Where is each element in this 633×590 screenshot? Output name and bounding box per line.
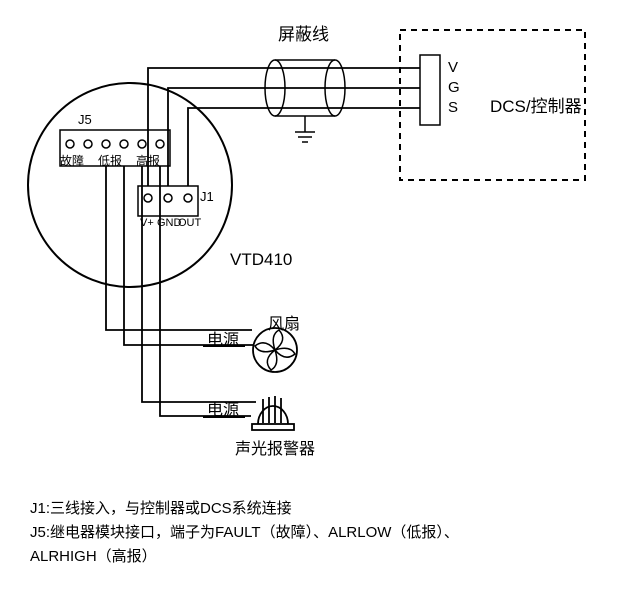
dcs-pin-s: S (448, 99, 458, 116)
fan-label: 风扇 (268, 310, 300, 334)
j5-fault: 故障 (60, 152, 84, 169)
j1-label: J1 (200, 189, 214, 204)
dcs-pin-g: G (448, 79, 460, 96)
j1-vplus: V+ (140, 217, 154, 229)
dcs-label: DCS/控制器 (490, 92, 582, 117)
fan-icon (253, 328, 297, 372)
j1-out: OUT (178, 217, 201, 229)
wiring-diagram: 屏蔽线 DCS/控制器 V G S J5 故障 低报 高报 J1 V+ GND … (0, 0, 633, 590)
footer-line-3: ALRHIGH（高报） (30, 546, 157, 569)
j5-low: 低报 (98, 152, 122, 169)
device-circle (28, 83, 232, 287)
footer-line-2: J5:继电器模块接口，端子为FAULT（故障）、ALRLOW（低报）、 (30, 522, 459, 545)
shield-label: 屏蔽线 (278, 20, 329, 45)
signal-wires (148, 68, 420, 186)
device-label: VTD410 (230, 250, 292, 270)
footer-line-1: J1:三线接入，与控制器或DCS系统连接 (30, 498, 292, 521)
j1-block (138, 186, 198, 216)
power-label-2: 电源 (207, 396, 239, 420)
dcs-pin-v: V (448, 59, 458, 76)
j5-wires (106, 166, 256, 416)
dcs-pin-block (420, 55, 440, 125)
ground-symbol (295, 116, 315, 142)
j5-high: 高报 (136, 152, 160, 169)
alarm-icon (252, 396, 294, 430)
j5-label: J5 (78, 112, 92, 127)
power-label-1: 电源 (207, 326, 239, 350)
alarm-label: 声光报警器 (235, 435, 315, 459)
